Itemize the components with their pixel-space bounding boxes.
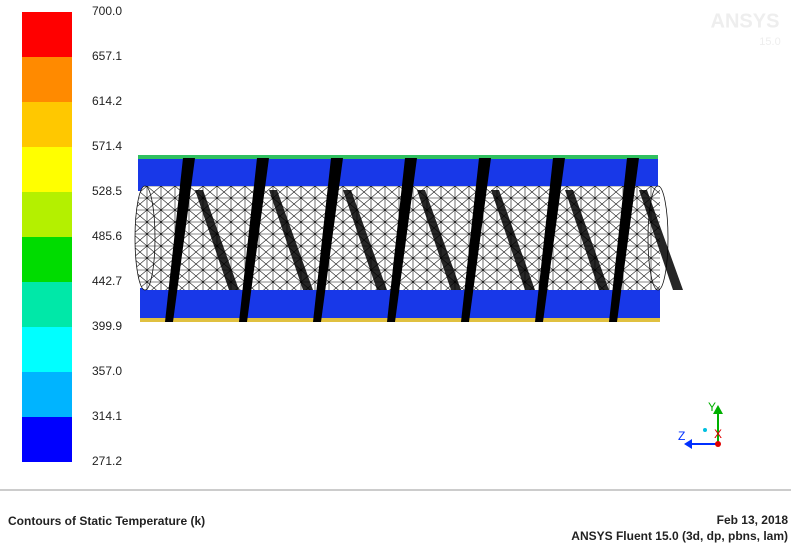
colorbar-label: 485.6	[92, 229, 122, 243]
model-view	[134, 155, 683, 322]
x-axis-label: X	[714, 427, 722, 441]
screw-blade-back	[417, 190, 461, 290]
outer-wall-bottom	[140, 288, 660, 322]
colorbar-label: 700.0	[92, 4, 122, 18]
arrow-head	[684, 439, 692, 449]
screw-blade-back	[195, 190, 239, 290]
color-band	[22, 57, 72, 102]
color-band	[22, 417, 72, 462]
mesh-end	[647, 185, 669, 291]
wall-edge	[140, 318, 660, 322]
colorbar-label: 314.1	[92, 409, 122, 423]
colorbar-label: 442.7	[92, 274, 122, 288]
screw-blade	[165, 158, 195, 322]
color-band	[22, 12, 72, 57]
screw-blade-back	[491, 190, 535, 290]
colorbar-label: 399.9	[92, 319, 122, 333]
color-band	[22, 372, 72, 417]
screw-blade-back	[269, 190, 313, 290]
screw-blade	[387, 158, 417, 322]
screw-blade	[535, 158, 565, 322]
x-axis-dot	[715, 441, 721, 447]
y-axis-label: Y	[708, 400, 716, 414]
color-band	[22, 327, 72, 372]
wall-edge	[138, 155, 658, 159]
colorbar-label: 614.2	[92, 94, 122, 108]
colorbar: 700.0 657.1 614.2 571.4 528.5 485.6 442.7 399.9…	[22, 4, 122, 468]
footer-title: Contours of Static Temperature (k)	[8, 514, 205, 528]
screw-blade-back	[343, 190, 387, 290]
colorbar-label: 357.0	[92, 364, 122, 378]
colorbar-label: 571.4	[92, 139, 122, 153]
axis-triad: Y Z X	[678, 400, 723, 449]
color-band	[22, 147, 72, 192]
color-band	[22, 282, 72, 327]
screw-blade-back	[565, 190, 609, 290]
logo: ANSYS	[711, 10, 780, 32]
screw-blade	[461, 158, 491, 322]
triad-dot	[703, 428, 707, 432]
arrow-head	[713, 405, 723, 414]
color-band	[22, 102, 72, 147]
colorbar-label: 528.5	[92, 184, 122, 198]
screw-blade-back	[639, 190, 683, 290]
logo-version: 15.0	[759, 36, 780, 48]
outer-wall-top	[138, 155, 658, 191]
mesh-end	[134, 185, 156, 291]
screw-blade	[609, 158, 639, 322]
screw-blade	[239, 158, 269, 322]
colorbar-label: 657.1	[92, 49, 122, 63]
color-band	[22, 192, 72, 237]
colorbar-label: 271.2	[92, 454, 122, 468]
footer-date: Feb 13, 2018	[717, 513, 789, 527]
footer-version: ANSYS Fluent 15.0 (3d, dp, pbns, lam)	[571, 529, 788, 543]
color-band	[22, 237, 72, 282]
z-axis-label: Z	[678, 429, 685, 443]
screw-blade	[313, 158, 343, 322]
